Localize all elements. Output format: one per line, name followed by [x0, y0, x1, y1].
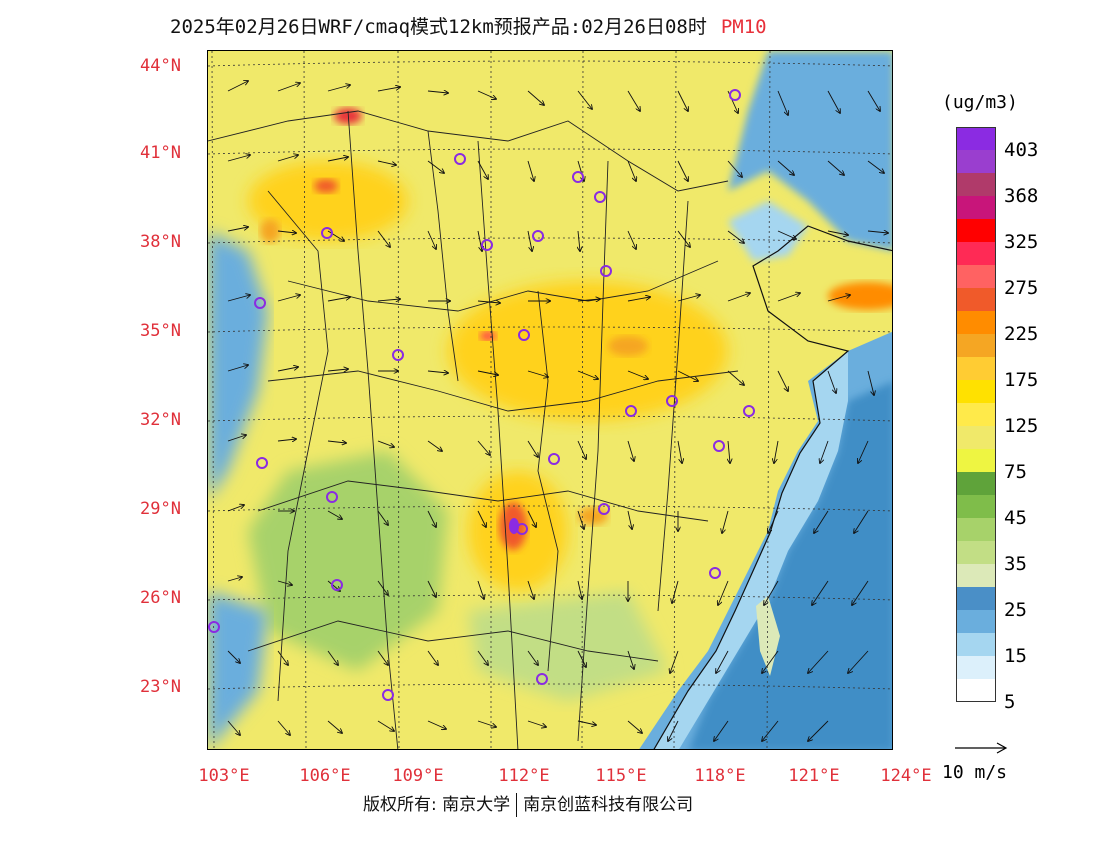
- colorbar-swatch: [956, 426, 996, 449]
- colorbar-swatch: [956, 196, 996, 219]
- colorbar-label: 35: [1004, 553, 1027, 575]
- forecast-map[interactable]: [207, 50, 893, 750]
- colorbar-swatch: [956, 564, 996, 587]
- copyright-org2: 南京创蓝科技有限公司: [523, 795, 694, 815]
- graticule: [208, 51, 892, 749]
- colorbar: [956, 127, 996, 702]
- bohai-sea: [728, 201, 808, 261]
- copyright-org1: 南京大学: [442, 795, 511, 815]
- lat-label-26n: 26°N: [140, 588, 181, 608]
- sea-deep: [688, 381, 892, 749]
- wind-reference-arrow: [955, 742, 1008, 754]
- map-title: 2025年02月26日WRF/cmaq模式12km预报产品:02月26日08时 P…: [170, 12, 767, 39]
- colorbar-swatch: [956, 656, 996, 679]
- north-high: [248, 161, 408, 241]
- lon-label-121e: 121°E: [788, 766, 840, 786]
- colorbar-swatch: [956, 610, 996, 633]
- colorbar-swatch: [956, 403, 996, 426]
- city-markers: [208, 89, 755, 701]
- east-plume: [828, 282, 892, 310]
- colorbar-swatch: [956, 541, 996, 564]
- lat-label-35n: 35°N: [140, 321, 181, 341]
- colorbar-unit: (ug/m3): [942, 92, 1018, 113]
- southwest-blue: [208, 591, 268, 749]
- colorbar-label: 175: [1004, 369, 1039, 391]
- colorbar-swatch: [956, 449, 996, 472]
- colorbar-swatch: [956, 679, 996, 702]
- title-species: PM10: [720, 16, 767, 38]
- province-boundaries: [208, 110, 739, 749]
- colorbar-swatch: [956, 219, 996, 242]
- colorbar-label: 45: [1004, 507, 1027, 529]
- lat-label-32n: 32°N: [140, 410, 181, 430]
- wind-reference-label: 10 m/s: [942, 762, 1008, 783]
- lon-label-115e: 115°E: [595, 766, 647, 786]
- lat-label-44n: 44°N: [140, 56, 181, 76]
- colorbar-label: 368: [1004, 185, 1039, 207]
- southwest-green: [248, 451, 448, 671]
- colorbar-swatch: [956, 150, 996, 173]
- map-canvas: [208, 51, 892, 749]
- lon-label-124e: 124°E: [880, 766, 932, 786]
- lon-label-109e: 109°E: [392, 766, 444, 786]
- coastline: [653, 225, 892, 749]
- colorbar-swatch: [956, 633, 996, 656]
- colorbar-swatch: [956, 334, 996, 357]
- colorbar-swatch: [956, 380, 996, 403]
- colorbar-swatch: [956, 495, 996, 518]
- colorbar-label: 75: [1004, 461, 1027, 483]
- lon-label-112e: 112°E: [498, 766, 550, 786]
- colorbar-label: 25: [1004, 599, 1027, 621]
- colorbar-label: 403: [1004, 139, 1039, 161]
- lat-label-38n: 38°N: [140, 232, 181, 252]
- north-sea-area: [728, 51, 892, 251]
- colorbar-label: 5: [1004, 691, 1016, 713]
- copyright: 版权所有: 南京大学 南京创蓝科技有限公司: [363, 790, 693, 817]
- copyright-prefix: 版权所有:: [363, 795, 437, 815]
- central-spot: [608, 336, 648, 356]
- lon-label-118e: 118°E: [694, 766, 746, 786]
- colorbar-swatch: [956, 311, 996, 334]
- colorbar-label: 325: [1004, 231, 1039, 253]
- colorbar-swatch: [956, 587, 996, 610]
- colorbar-swatch: [956, 518, 996, 541]
- lat-label-29n: 29°N: [140, 499, 181, 519]
- colorbar-swatch: [956, 173, 996, 196]
- colorbar-label: 125: [1004, 415, 1039, 437]
- henan-spot: [480, 332, 496, 340]
- colorbar-swatch: [956, 288, 996, 311]
- north-spot: [314, 179, 338, 193]
- wind-vectors: [227, 81, 888, 741]
- copyright-divider: [516, 793, 518, 817]
- colorbar-swatch: [956, 472, 996, 495]
- title-main: 2025年02月26日WRF/cmaq模式12km预报产品:02月26日08时: [170, 16, 707, 38]
- lon-label-103e: 103°E: [198, 766, 250, 786]
- colorbar-label: 275: [1004, 277, 1039, 299]
- colorbar-label: 15: [1004, 645, 1027, 667]
- colorbar-swatch: [956, 265, 996, 288]
- lat-label-41n: 41°N: [140, 143, 181, 163]
- central-high: [448, 281, 728, 421]
- lon-label-106e: 106°E: [299, 766, 351, 786]
- colorbar-swatch: [956, 127, 996, 150]
- coastal-light-sea: [654, 351, 848, 749]
- west-blue: [208, 231, 268, 501]
- colorbar-label: 225: [1004, 323, 1039, 345]
- colorbar-swatch: [956, 242, 996, 265]
- colorbar-swatch: [956, 357, 996, 380]
- north-spot-2: [260, 219, 280, 243]
- lat-label-23n: 23°N: [140, 677, 181, 697]
